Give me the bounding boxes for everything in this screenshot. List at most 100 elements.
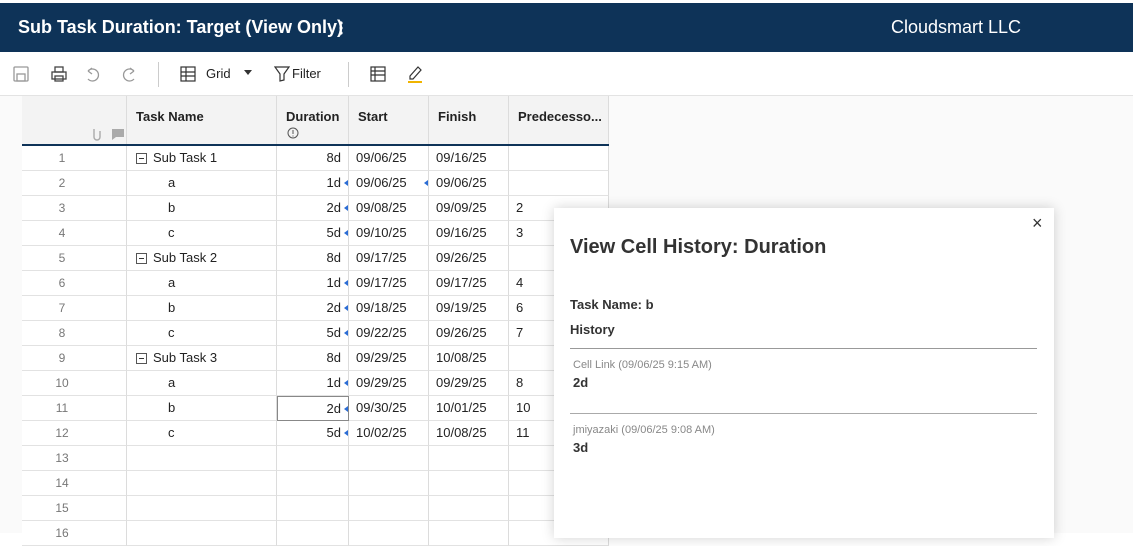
finish-cell[interactable]: 10/08/25 xyxy=(429,346,509,371)
finish-cell[interactable]: 09/16/25 xyxy=(429,146,509,171)
duration-cell[interactable] xyxy=(277,496,349,521)
start-cell[interactable]: 09/06/25 xyxy=(349,171,429,196)
duration-cell[interactable]: 5d xyxy=(277,321,349,346)
finish-value: 09/17/25 xyxy=(436,275,487,290)
start-cell[interactable] xyxy=(349,521,429,546)
duration-cell[interactable]: 2d xyxy=(277,196,349,221)
task-cell[interactable] xyxy=(127,446,277,471)
start-cell[interactable]: 10/02/25 xyxy=(349,421,429,446)
duration-cell[interactable]: 8d xyxy=(277,346,349,371)
task-cell[interactable]: b xyxy=(127,296,277,321)
task-cell[interactable] xyxy=(127,496,277,521)
task-cell[interactable]: Sub Task 3 xyxy=(127,346,277,371)
duration-cell[interactable]: 5d xyxy=(277,421,349,446)
duration-cell[interactable] xyxy=(277,471,349,496)
row-number: 8 xyxy=(58,326,66,340)
start-cell[interactable]: 09/08/25 xyxy=(349,196,429,221)
start-value: 09/08/25 xyxy=(356,200,407,215)
column-header[interactable]: Finish xyxy=(429,96,509,146)
column-header[interactable]: Predecesso... xyxy=(509,96,609,146)
row-number-cell: 1 xyxy=(22,146,127,171)
filter-button[interactable]: Filter xyxy=(292,66,321,81)
start-cell[interactable]: 09/06/25 xyxy=(349,146,429,171)
finish-cell[interactable]: 09/17/25 xyxy=(429,271,509,296)
task-cell[interactable]: c xyxy=(127,421,277,446)
start-cell[interactable] xyxy=(349,446,429,471)
task-cell[interactable]: Sub Task 1 xyxy=(127,146,277,171)
column-header[interactable]: Start xyxy=(349,96,429,146)
highlight-icon[interactable] xyxy=(406,64,424,84)
more-menu[interactable] xyxy=(337,19,345,37)
duration-cell[interactable]: 5d xyxy=(277,221,349,246)
pred-value: 3 xyxy=(516,225,524,240)
start-value: 09/06/25 xyxy=(356,175,407,190)
collapse-toggle[interactable] xyxy=(136,353,147,364)
task-cell[interactable]: Sub Task 2 xyxy=(127,246,277,271)
pred-value: 6 xyxy=(516,300,524,315)
duration-cell[interactable]: 1d xyxy=(277,371,349,396)
duration-cell[interactable]: 8d xyxy=(277,246,349,271)
duration-cell[interactable]: 8d xyxy=(277,146,349,171)
finish-cell[interactable]: 09/16/25 xyxy=(429,221,509,246)
separator xyxy=(348,62,349,87)
task-cell[interactable]: c xyxy=(127,321,277,346)
finish-cell[interactable] xyxy=(429,471,509,496)
start-cell[interactable] xyxy=(349,496,429,521)
finish-cell[interactable]: 09/29/25 xyxy=(429,371,509,396)
close-button[interactable]: × xyxy=(1032,213,1043,233)
grid-icon xyxy=(180,66,196,82)
start-cell[interactable]: 09/30/25 xyxy=(349,396,429,421)
finish-cell[interactable]: 10/01/25 xyxy=(429,396,509,421)
task-cell[interactable] xyxy=(127,471,277,496)
divider xyxy=(570,348,1037,349)
task-cell[interactable]: b xyxy=(127,196,277,221)
start-cell[interactable]: 09/17/25 xyxy=(349,271,429,296)
task-cell[interactable]: a xyxy=(127,271,277,296)
duration-cell[interactable]: 1d xyxy=(277,171,349,196)
row-number-cell: 9 xyxy=(22,346,127,371)
finish-cell[interactable]: 09/09/25 xyxy=(429,196,509,221)
task-cell[interactable]: a xyxy=(127,171,277,196)
task-cell[interactable]: a xyxy=(127,371,277,396)
finish-cell[interactable] xyxy=(429,521,509,546)
collapse-toggle[interactable] xyxy=(136,253,147,264)
finish-cell[interactable]: 10/08/25 xyxy=(429,421,509,446)
start-cell[interactable]: 09/29/25 xyxy=(349,371,429,396)
start-cell[interactable]: 09/29/25 xyxy=(349,346,429,371)
pred-cell[interactable] xyxy=(509,171,609,196)
duration-value: 5d xyxy=(326,225,341,240)
history-meta: Cell Link (09/06/25 9:15 AM) xyxy=(573,359,712,371)
finish-cell[interactable] xyxy=(429,496,509,521)
duration-cell[interactable]: 2d xyxy=(277,296,349,321)
finish-cell[interactable] xyxy=(429,446,509,471)
duration-cell[interactable] xyxy=(277,446,349,471)
finish-cell[interactable]: 09/26/25 xyxy=(429,321,509,346)
task-cell[interactable]: b xyxy=(127,396,277,421)
info-icon[interactable] xyxy=(287,127,299,139)
layout-icon[interactable] xyxy=(370,66,386,82)
duration-cell[interactable]: 2d xyxy=(277,396,349,421)
task-cell[interactable] xyxy=(127,521,277,546)
collapse-toggle[interactable] xyxy=(136,153,147,164)
start-cell[interactable] xyxy=(349,471,429,496)
duration-value: 2d xyxy=(326,300,341,315)
task-cell[interactable]: c xyxy=(127,221,277,246)
cell-link-indicator xyxy=(344,305,348,311)
company-name: Cloudsmart LLC xyxy=(891,17,1022,37)
duration-value: 2d xyxy=(326,200,341,215)
duration-cell[interactable] xyxy=(277,521,349,546)
column-header[interactable]: Task Name xyxy=(127,96,277,146)
column-header[interactable]: Duration xyxy=(277,96,349,146)
row-number: 15 xyxy=(55,501,69,515)
finish-cell[interactable]: 09/19/25 xyxy=(429,296,509,321)
start-cell[interactable]: 09/18/25 xyxy=(349,296,429,321)
duration-cell[interactable]: 1d xyxy=(277,271,349,296)
start-cell[interactable]: 09/22/25 xyxy=(349,321,429,346)
view-menu[interactable]: Grid xyxy=(206,66,231,81)
finish-cell[interactable]: 09/06/25 xyxy=(424,171,509,196)
start-cell[interactable]: 09/17/25 xyxy=(349,246,429,271)
start-cell[interactable]: 09/10/25 xyxy=(349,221,429,246)
finish-value: 09/26/25 xyxy=(436,325,487,340)
pred-cell[interactable] xyxy=(509,146,609,171)
finish-cell[interactable]: 09/26/25 xyxy=(429,246,509,271)
